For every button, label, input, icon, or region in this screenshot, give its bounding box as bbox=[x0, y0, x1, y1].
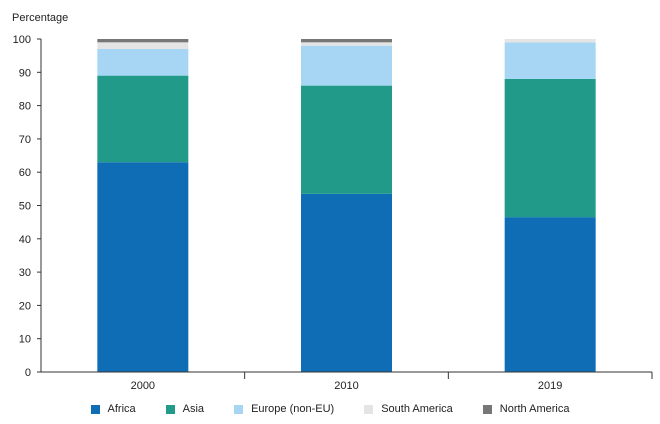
legend-swatch bbox=[234, 404, 244, 414]
bar-segment-north-america bbox=[301, 39, 392, 43]
y-tick-label: 60 bbox=[19, 167, 31, 179]
legend-label: Europe (non-EU) bbox=[251, 403, 335, 415]
legend-item: North America bbox=[482, 403, 570, 415]
bar-segment-south-america bbox=[504, 39, 596, 43]
y-tick-label: 40 bbox=[19, 234, 31, 246]
legend-swatch bbox=[90, 404, 100, 414]
bars bbox=[97, 39, 596, 372]
y-tick-label: 80 bbox=[19, 101, 31, 113]
y-tick-label: 20 bbox=[19, 300, 31, 312]
bar-segment-africa bbox=[97, 162, 189, 372]
x-axis: 2000 2010 2019 bbox=[41, 371, 653, 392]
bar-segment-asia bbox=[97, 75, 189, 163]
y-tick-label: 10 bbox=[19, 334, 31, 346]
y-tick-label: 70 bbox=[19, 134, 31, 146]
bar-segment-africa bbox=[504, 217, 596, 372]
y-tick-label: 30 bbox=[19, 267, 31, 279]
legend-label: South America bbox=[381, 403, 453, 415]
bar-segment-africa bbox=[301, 193, 392, 372]
bar-segment-south-america bbox=[301, 42, 392, 46]
bar-segment-north-america bbox=[97, 39, 189, 43]
legend-label: Africa bbox=[107, 403, 136, 415]
legend-swatch bbox=[364, 404, 374, 414]
x-tick-label: 2019 bbox=[538, 380, 562, 392]
legend-item: Europe (non-EU) bbox=[234, 403, 334, 415]
x-tick-label: 2010 bbox=[334, 380, 358, 392]
legend-item: Asia bbox=[165, 403, 205, 415]
bar-segment-asia bbox=[301, 85, 392, 194]
bar-segment-europe-non-eu bbox=[97, 48, 189, 76]
y-axis-title: Percentage bbox=[12, 12, 68, 24]
bar-segment-south-america bbox=[97, 42, 189, 49]
legend-label: North America bbox=[499, 403, 570, 415]
y-tick-label: 50 bbox=[19, 201, 31, 213]
legend-item: Africa bbox=[90, 403, 136, 415]
legend-item: South America bbox=[364, 403, 453, 415]
bar-segment-europe-non-eu bbox=[504, 42, 596, 79]
bar-segment-asia bbox=[504, 78, 596, 218]
y-tick-label: 90 bbox=[19, 67, 31, 79]
y-tick-label: 100 bbox=[13, 34, 31, 46]
y-axis: 0 10 20 30 40 50 60 70 80 90 100 bbox=[13, 34, 42, 379]
bar-segment-europe-non-eu bbox=[301, 45, 392, 86]
y-tick-label: 0 bbox=[25, 367, 31, 379]
x-tick-label: 2000 bbox=[131, 380, 155, 392]
legend-label: Asia bbox=[182, 403, 205, 415]
legend-swatch bbox=[165, 404, 175, 414]
legend: Africa Asia Europe (non-EU) South America No… bbox=[0, 398, 660, 420]
legend-swatch bbox=[482, 404, 492, 414]
